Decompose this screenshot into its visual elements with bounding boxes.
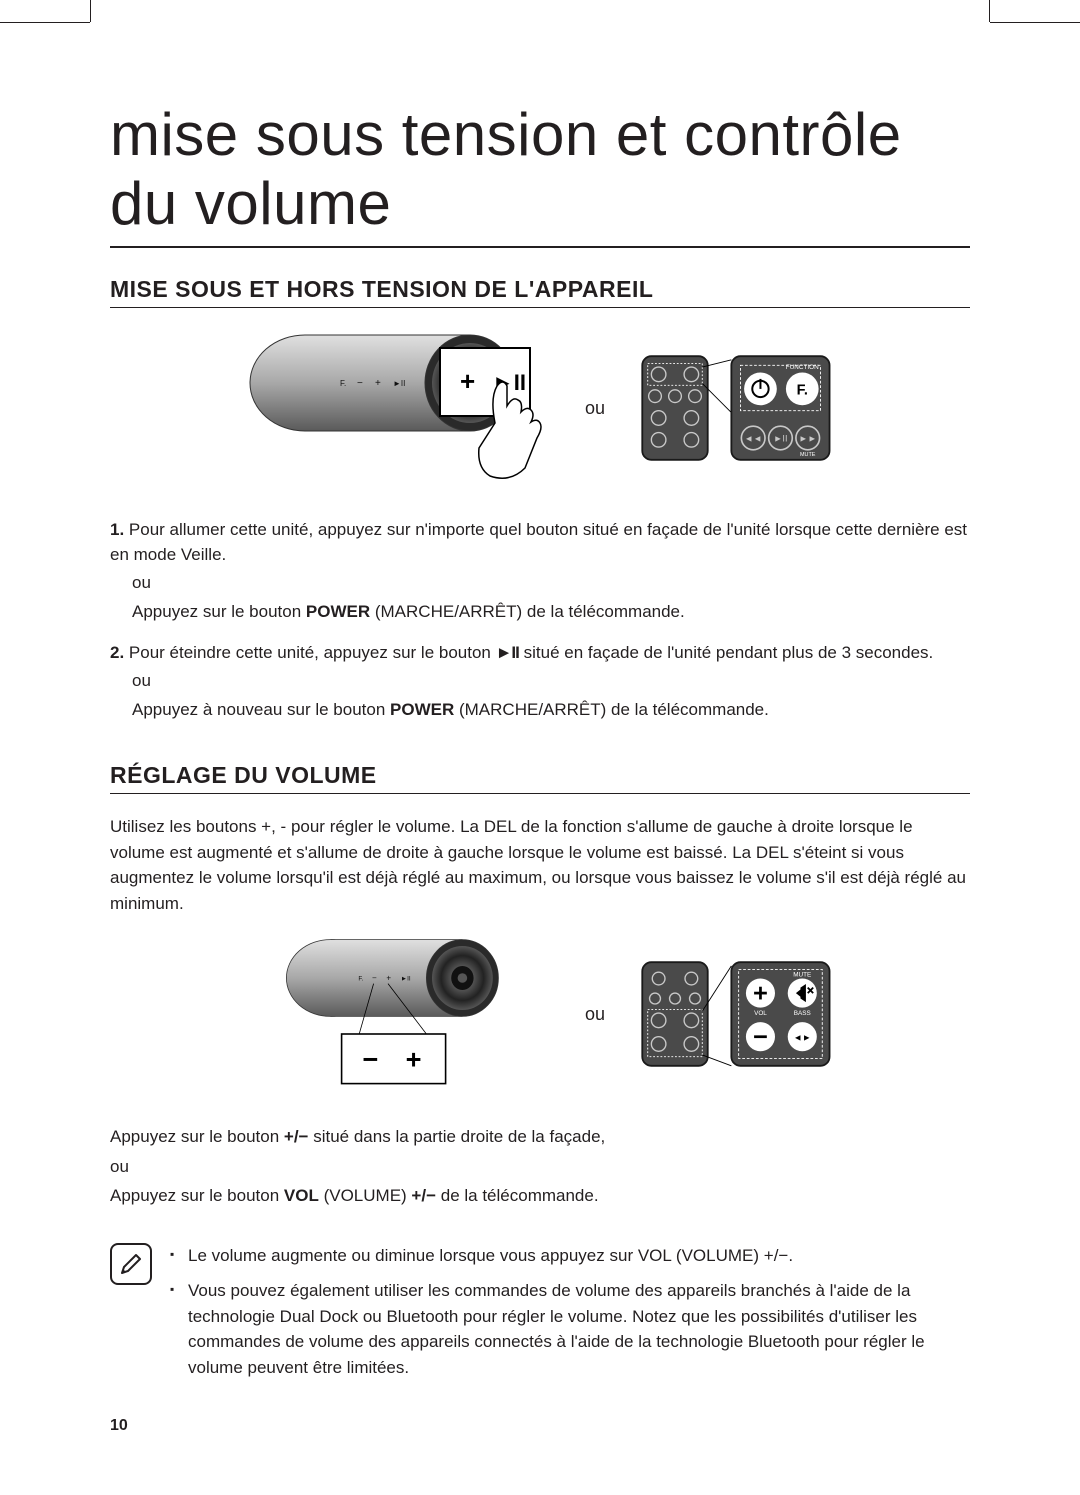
volume-intro: Utilisez les boutons +, - pour régler le… [110, 814, 970, 916]
crop-mark [990, 22, 1080, 23]
note-box: Le volume augmente ou diminue lorsque vo… [110, 1243, 970, 1391]
volume-instructions: Appuyez sur le bouton +/− situé dans la … [110, 1124, 970, 1209]
figure-row-volume: F. − + ►II − + ou MUTE [110, 934, 970, 1094]
svg-text:−: − [357, 378, 363, 389]
svg-text:BASS: BASS [794, 1010, 811, 1017]
svg-text:F.: F. [358, 976, 363, 983]
svg-text:◄►: ◄► [793, 1033, 811, 1043]
svg-text:◄◄: ◄◄ [744, 434, 762, 444]
page-title: mise sous tension et contrôle du volume [110, 100, 970, 238]
separator-ou: ou [585, 1004, 605, 1025]
remote-volume-illustration: MUTE VOL BASS ◄► [635, 954, 835, 1074]
note-item: Le volume augmente ou diminue lorsque vo… [170, 1243, 970, 1269]
svg-text:+: + [406, 1044, 422, 1075]
svg-text:►II: ►II [393, 379, 405, 388]
note-item: Vous pouvez également utiliser les comma… [170, 1278, 970, 1380]
svg-text:−: − [372, 974, 377, 983]
svg-text:►II: ►II [401, 976, 411, 983]
crop-mark [0, 22, 90, 23]
svg-text:+: + [375, 378, 381, 389]
crop-mark [90, 0, 91, 22]
svg-text:+: + [386, 974, 391, 983]
title-rule [110, 246, 970, 248]
svg-text:►II: ►II [773, 434, 787, 444]
section-heading-volume: RÉGLAGE DU VOLUME [110, 762, 970, 794]
svg-text:MUTE: MUTE [793, 972, 811, 979]
separator-ou: ou [585, 398, 605, 419]
pencil-note-icon [110, 1243, 152, 1285]
device-power-illustration: F. − + ►II + ►II [245, 328, 555, 488]
power-steps: 1. Pour allumer cette unité, appuyez sur… [110, 518, 970, 722]
svg-text:FUNCTION: FUNCTION [786, 364, 819, 371]
page-number: 10 [110, 1417, 128, 1435]
svg-text:−: − [362, 1044, 378, 1075]
section-heading-power: MISE SOUS ET HORS TENSION DE L'APPAREIL [110, 276, 970, 308]
svg-text:►►: ►► [799, 434, 817, 444]
svg-text:F.: F. [797, 382, 808, 398]
svg-text:+: + [460, 366, 475, 396]
figure-row-power: F. − + ►II + ►II ou [110, 328, 970, 488]
device-volume-illustration: F. − + ►II − + [245, 934, 555, 1094]
svg-text:MUTE: MUTE [800, 452, 816, 458]
device-fn-label: F. [340, 379, 346, 388]
note-list: Le volume augmente ou diminue lorsque vo… [170, 1243, 970, 1391]
crop-mark [989, 0, 990, 22]
svg-text:VOL: VOL [754, 1010, 767, 1017]
remote-power-illustration: F. FUNCTION ◄◄ ►II ►► MUTE [635, 348, 835, 468]
